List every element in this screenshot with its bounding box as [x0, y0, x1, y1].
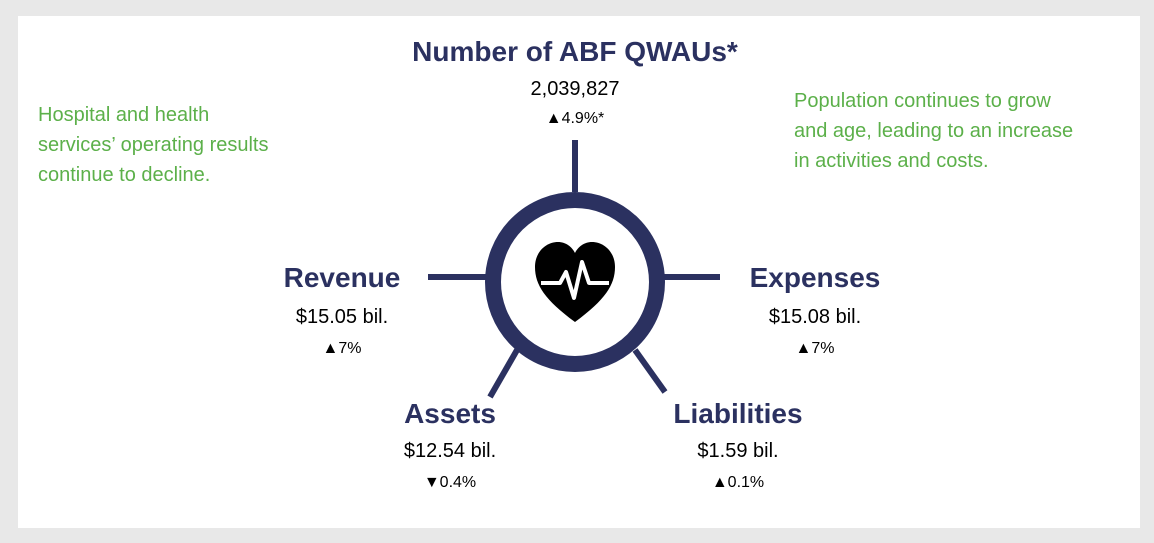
node-change: ▲7% — [322, 340, 362, 357]
ring — [485, 192, 665, 372]
node-change: ▼0.4% — [423, 474, 477, 491]
node-label: Liabilities — [673, 398, 803, 429]
pulse-line — [541, 260, 609, 300]
note-left: Hospital and health services’ operating … — [38, 100, 268, 190]
node-value: $1.59 bil. — [697, 440, 779, 462]
title-change: ▲4.9%* — [545, 110, 605, 127]
note-line: Hospital and health — [38, 104, 210, 126]
note-right: Population continues to grow and age, le… — [794, 86, 1073, 176]
spoke — [487, 348, 520, 399]
note-line: and age, leading to an increase — [794, 120, 1074, 142]
title: Number of ABF QWAUs* — [412, 36, 738, 67]
node-value: $12.54 bil. — [403, 440, 497, 462]
note-line: services’ operating results — [38, 134, 269, 156]
node-label: Revenue — [283, 262, 401, 293]
node-label: Expenses — [749, 262, 881, 293]
node-change: ▲0.1% — [711, 474, 765, 491]
node-label: Assets — [404, 398, 496, 429]
heart-icon — [535, 242, 615, 322]
note-line: continue to decline. — [38, 164, 211, 186]
node-value: $15.05 bil. — [295, 306, 389, 328]
node-value: $15.08 bil. — [768, 306, 862, 328]
spoke — [632, 348, 668, 394]
note-line: in activities and costs. — [794, 150, 989, 172]
title-value: 2,039,827 — [530, 78, 620, 100]
note-line: Population continues to grow — [794, 90, 1051, 112]
node-change: ▲7% — [795, 340, 835, 357]
